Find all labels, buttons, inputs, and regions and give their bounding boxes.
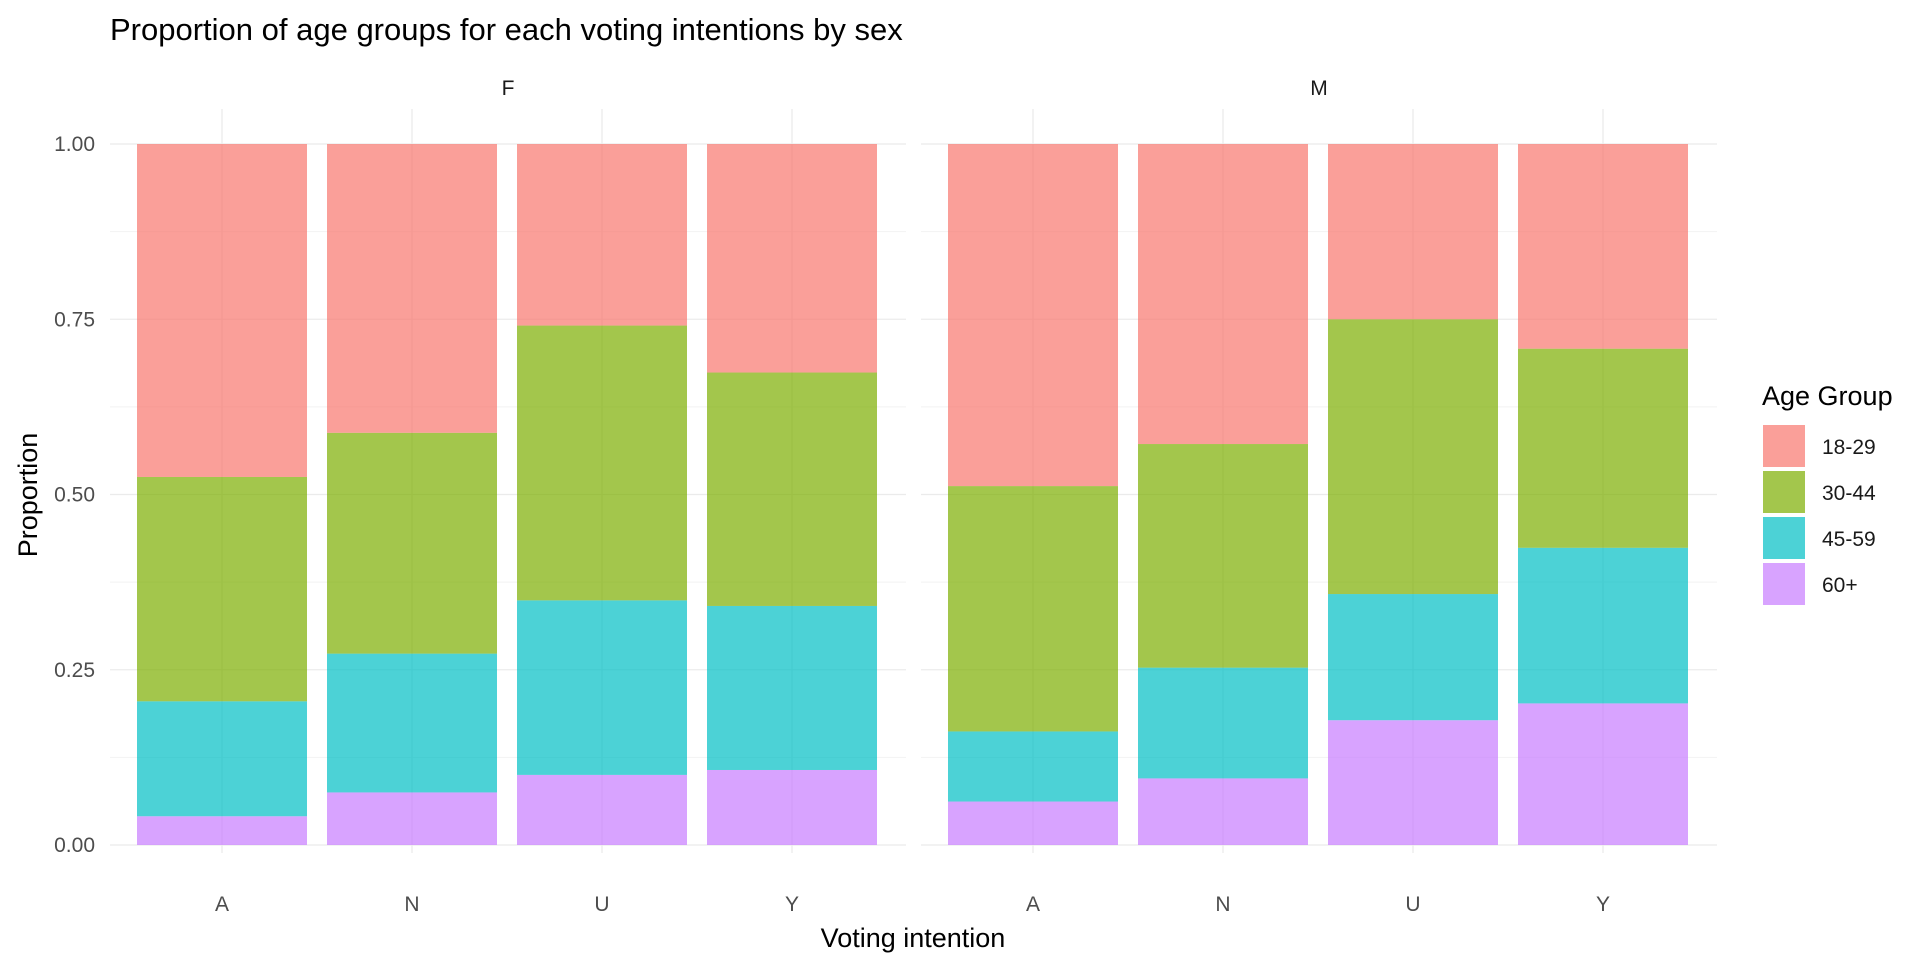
x-tick-label: N	[404, 893, 419, 916]
y-tick-label: 0.75	[54, 308, 95, 331]
bar-M-A-60+	[948, 801, 1118, 845]
bar-M-N-45-59	[1138, 667, 1308, 779]
x-tick-label: N	[1215, 893, 1230, 916]
bar-M-N-60+	[1138, 778, 1308, 845]
legend-title: Age Group	[1762, 381, 1893, 411]
bar-M-U-60+	[1328, 720, 1498, 845]
legend: Age Group 18-29 30-44 45-59 60+	[1762, 381, 1893, 605]
legend-label-60+: 60+	[1822, 574, 1858, 597]
bar-F-U-60+	[517, 774, 687, 845]
bar-M-Y-60+	[1518, 703, 1688, 845]
legend-label-18-29: 18-29	[1822, 436, 1876, 459]
bar-F-N-30-44	[327, 432, 497, 654]
bar-F-Y-18-29	[707, 144, 877, 373]
y-tick-label: 0.25	[54, 659, 95, 682]
bar-F-N-18-29	[327, 144, 497, 433]
bar-M-A-18-29	[948, 144, 1118, 487]
legend-swatch-30-44	[1763, 471, 1805, 513]
bar-M-A-30-44	[948, 486, 1118, 732]
legend-label-30-44: 30-44	[1822, 482, 1876, 505]
bar-F-A-60+	[137, 816, 307, 845]
facet-panel-F: F A N U Y	[110, 77, 906, 916]
bar-F-Y-45-59	[707, 605, 877, 770]
bar-F-N-45-59	[327, 653, 497, 793]
bar-M-Y-30-44	[1518, 348, 1688, 548]
x-tick-label: Y	[785, 893, 799, 916]
y-tick-label: 0.00	[54, 834, 95, 857]
bar-F-Y-60+	[707, 769, 877, 845]
bar-M-U-30-44	[1328, 319, 1498, 595]
bar-F-Y-30-44	[707, 372, 877, 606]
y-axis-title: Proportion	[13, 433, 43, 558]
facet-panel-M: M A N U Y	[921, 77, 1717, 916]
bar-M-A-45-59	[948, 731, 1118, 802]
bar-F-A-45-59	[137, 701, 307, 817]
y-tick-label: 1.00	[54, 133, 95, 156]
legend-swatch-60+	[1763, 563, 1805, 605]
x-tick-label: Y	[1596, 893, 1610, 916]
facet-label-F: F	[502, 77, 515, 100]
bar-F-U-18-29	[517, 144, 687, 326]
legend-swatch-18-29	[1763, 425, 1805, 467]
y-tick-label: 0.50	[54, 484, 95, 507]
legend-label-45-59: 45-59	[1822, 528, 1876, 551]
x-axis-title: Voting intention	[821, 923, 1006, 953]
x-tick-label: U	[1405, 893, 1420, 916]
bar-F-U-30-44	[517, 325, 687, 601]
bar-F-U-45-59	[517, 600, 687, 775]
bar-M-Y-18-29	[1518, 144, 1688, 349]
facet-panels: F A N U Y M A N U Y 0.00 0.25 0.50 0.75 1.00	[54, 77, 1717, 916]
bar-F-N-60+	[327, 792, 497, 845]
x-tick-label: A	[215, 893, 229, 916]
bar-M-N-30-44	[1138, 444, 1308, 668]
bar-M-U-18-29	[1328, 144, 1498, 320]
legend-swatch-45-59	[1763, 517, 1805, 559]
x-tick-label: A	[1026, 893, 1040, 916]
bar-M-Y-45-59	[1518, 547, 1688, 704]
facet-label-M: M	[1310, 77, 1328, 100]
x-tick-label: U	[594, 893, 609, 916]
chart-title: Proportion of age groups for each voting…	[110, 12, 903, 47]
bar-M-N-18-29	[1138, 144, 1308, 445]
bar-F-A-30-44	[137, 476, 307, 702]
bar-M-U-45-59	[1328, 594, 1498, 721]
bar-F-A-18-29	[137, 144, 307, 477]
